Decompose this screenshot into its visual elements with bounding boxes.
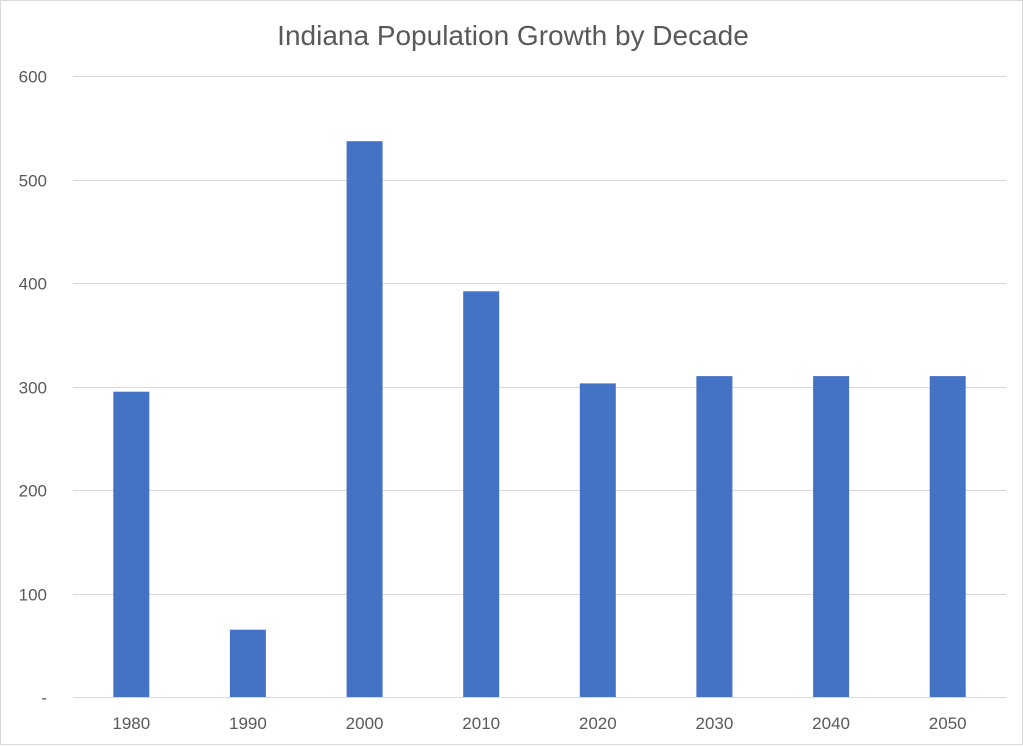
bar-2000 (346, 141, 383, 697)
x-tick-label: 1990 (229, 714, 267, 733)
x-tick-label: 2050 (929, 714, 967, 733)
bar-1990 (229, 629, 266, 697)
chart-title: Indiana Population Growth by Decade (277, 20, 749, 51)
x-tick-label: 2030 (695, 714, 733, 733)
y-tick-label: 200 (19, 482, 47, 501)
y-tick-label: 100 (19, 586, 47, 605)
y-tick-label: 400 (19, 275, 47, 294)
bar-2040 (813, 376, 850, 697)
x-tick-label: 1980 (112, 714, 150, 733)
y-tick-label: - (41, 689, 47, 708)
x-tick-label: 2010 (462, 714, 500, 733)
gridlines (73, 76, 1006, 698)
bar-2030 (696, 376, 733, 697)
x-tick-label: 2020 (579, 714, 617, 733)
y-tick-label: 600 (19, 68, 47, 87)
y-tick-label: 300 (19, 379, 47, 398)
bar-2020 (579, 383, 616, 697)
bar-2050 (929, 376, 966, 697)
x-tick-label: 2040 (812, 714, 850, 733)
x-tick-label: 2000 (346, 714, 384, 733)
y-axis: - 100 200 300 400 500 600 (19, 68, 47, 708)
x-axis: 1980 1990 2000 2010 2020 2030 2040 2050 (112, 714, 966, 733)
bars (113, 141, 966, 697)
y-tick-label: 500 (19, 172, 47, 191)
bar-1980 (113, 391, 150, 697)
bar-2010 (463, 291, 500, 697)
